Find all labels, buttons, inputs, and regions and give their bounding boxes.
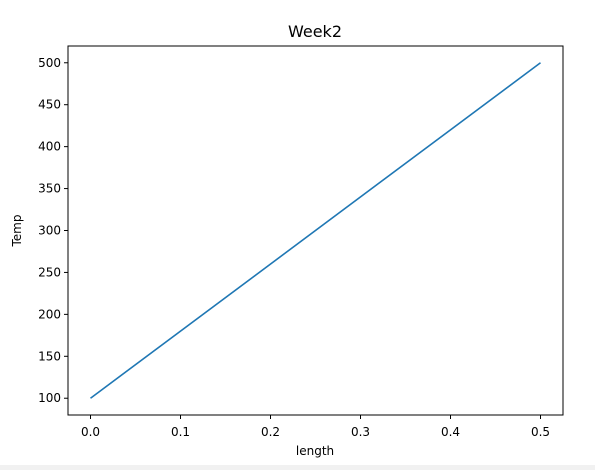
chart-title: Week2 bbox=[288, 22, 342, 41]
y-tick-label: 500 bbox=[38, 56, 61, 70]
x-tick-label: 0.4 bbox=[441, 425, 460, 439]
x-tick-label: 0.2 bbox=[261, 425, 280, 439]
y-tick-label: 300 bbox=[38, 224, 61, 238]
y-tick-label: 250 bbox=[38, 265, 61, 279]
footer-strip bbox=[0, 465, 595, 470]
y-axis-label: Temp bbox=[10, 215, 24, 248]
series-line bbox=[90, 62, 541, 399]
x-tick-label: 0.3 bbox=[351, 425, 370, 439]
y-tick-label: 100 bbox=[38, 391, 61, 405]
y-tick-label: 200 bbox=[38, 307, 61, 321]
y-axis-ticks: 100 150 200 250 300 350 400 450 500 bbox=[38, 56, 68, 405]
x-axis-ticks: 0.0 0.1 0.2 0.3 0.4 0.5 bbox=[81, 415, 550, 439]
series-layer bbox=[90, 62, 541, 399]
y-tick-label: 350 bbox=[38, 182, 61, 196]
y-tick-label: 400 bbox=[38, 140, 61, 154]
y-tick-label: 450 bbox=[38, 98, 61, 112]
x-tick-label: 0.1 bbox=[171, 425, 190, 439]
x-tick-label: 0.0 bbox=[81, 425, 100, 439]
x-axis-label: length bbox=[296, 444, 334, 458]
x-tick-label: 0.5 bbox=[531, 425, 550, 439]
y-tick-label: 150 bbox=[38, 349, 61, 363]
